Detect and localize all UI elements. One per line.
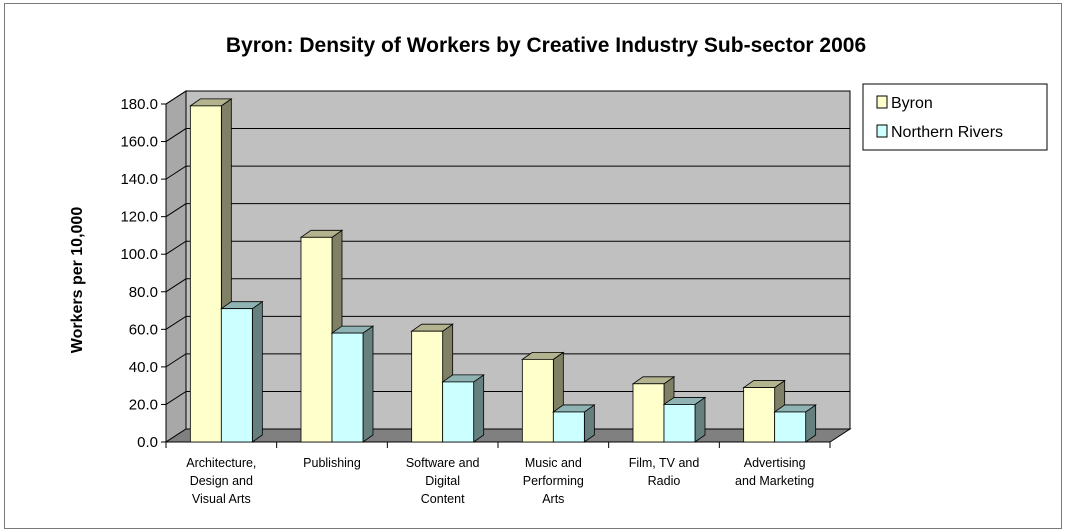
legend-label: Byron — [891, 95, 933, 112]
x-category-label: Performing — [523, 474, 584, 488]
x-category-label: Digital — [425, 474, 460, 488]
y-tick-label: 180.0 — [120, 96, 158, 113]
gridline — [165, 315, 850, 330]
bar-front-face — [552, 411, 585, 443]
bar-front-face — [663, 404, 696, 443]
bar-northern-rivers — [552, 404, 596, 443]
x-category-label: Visual Arts — [192, 492, 251, 506]
y-tick-label: 160.0 — [120, 134, 158, 151]
chart-title: Byron: Density of Workers by Creative In… — [226, 34, 866, 57]
gridline — [165, 165, 850, 180]
y-tick-label: 0.0 — [137, 434, 158, 451]
gridline — [165, 390, 850, 405]
gridline — [165, 128, 850, 142]
gridline — [165, 90, 850, 105]
bar-front-face — [189, 105, 222, 443]
y-tick-label: 40.0 — [129, 359, 158, 376]
x-category-label: Music and — [525, 456, 582, 470]
x-category-label: Publishing — [303, 456, 361, 470]
bar-front-face — [220, 308, 253, 443]
bar-side-face — [473, 374, 485, 443]
y-tick-label: 80.0 — [129, 284, 158, 301]
bar-front-face — [300, 236, 333, 443]
gridline — [165, 353, 850, 368]
gridline — [165, 278, 850, 293]
x-category-label: Content — [421, 492, 465, 506]
bar-front-face — [442, 381, 475, 443]
legend-label: Northern Rivers — [891, 124, 1003, 141]
x-category-label: and Marketing — [735, 474, 814, 488]
plot-area: 0.0 20.0 40.0 60.0 80.0 100.0 120.0 140.0 160.0 1… — [120, 90, 852, 506]
x-category-label: Advertising — [744, 456, 806, 470]
y-tick-label: 20.0 — [129, 396, 158, 413]
x-category-label: Software and — [406, 456, 480, 470]
bar-front-face — [632, 383, 665, 443]
bar-front-face — [743, 387, 776, 443]
x-category-label: Film, TV and — [629, 456, 700, 470]
side-wall — [165, 90, 187, 443]
x-category-label: Arts — [542, 492, 564, 506]
y-tick-label: 100.0 — [120, 246, 158, 263]
gridline — [165, 240, 850, 255]
y-tick-label: 140.0 — [120, 171, 158, 188]
x-category-label: Architecture, — [186, 456, 256, 470]
legend-swatch — [876, 95, 888, 109]
gridline — [165, 203, 850, 218]
bar-front-face — [411, 330, 444, 443]
bar-front-face — [521, 358, 554, 443]
back-wall — [185, 90, 851, 430]
bar-side-face — [251, 300, 263, 443]
bar-side-face — [362, 325, 374, 443]
bar-northern-rivers — [220, 300, 264, 443]
bar-northern-rivers — [662, 396, 707, 443]
x-category-label: Design and — [190, 474, 253, 488]
y-tick-label: 120.0 — [120, 209, 158, 226]
bar-front-face — [331, 332, 364, 443]
bar-northern-rivers — [330, 325, 375, 443]
legend: Byron Northern Rivers — [862, 83, 1048, 151]
legend-box — [862, 83, 1048, 151]
x-category-label: Radio — [648, 474, 681, 488]
y-tick-label: 60.0 — [129, 321, 158, 338]
bar-front-face — [774, 411, 807, 443]
bar-northern-rivers — [773, 404, 817, 443]
bar-northern-rivers — [441, 374, 485, 443]
bar-side-face — [694, 396, 706, 443]
legend-swatch — [876, 124, 888, 138]
y-axis-label: Workers per 10,000 — [69, 207, 86, 354]
